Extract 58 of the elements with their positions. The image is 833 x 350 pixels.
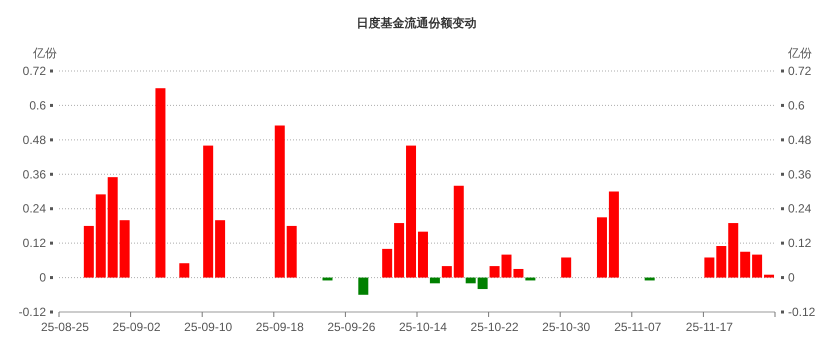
y2-tick-label: 0.48 [788,132,812,147]
bar [561,257,572,278]
y-tick-label: 0.24 [22,202,46,216]
bar [179,263,190,278]
x-tick-label: 25-10-22 [470,320,519,334]
bar [84,226,94,278]
bar [203,146,214,278]
bar [406,146,416,278]
y-tick-label: 0 [39,270,46,285]
bar [382,248,392,278]
bar [430,278,440,284]
x-tick-label: 25-09-10 [184,320,233,334]
y-tick-label: 0.72 [22,64,46,78]
x-tick-label: 25-10-30 [542,320,591,334]
bar [596,217,607,278]
bar [394,223,404,278]
y-tick-label: 0.36 [22,167,46,182]
y-axis-title: 亿份 [32,46,57,60]
bar [155,88,166,278]
x-tick-label: 25-09-18 [256,320,304,334]
bar [215,220,226,278]
y2-tick-label: 0.72 [788,64,812,78]
x-tick-label: 25-09-26 [327,320,376,334]
bar [644,278,655,280]
x-tick-label: 25-08-25 [40,320,90,334]
y-tick-label: 0.48 [22,132,46,147]
x-tick-label: 25-11-17 [686,320,734,334]
y2-tick-label: 0.12 [788,236,812,250]
x-tick-label: 25-10-14 [398,320,448,334]
x-tick-label: 25-11-07 [614,320,662,334]
y2-tick-label: 0.36 [788,167,812,182]
x-tick-label: 25-09-02 [112,320,161,334]
bar [752,254,762,278]
bar [704,257,714,278]
bar [478,278,488,290]
bar [608,192,619,278]
bar [454,186,464,278]
bar [466,278,476,284]
bar [513,268,524,278]
y-tick-label: 0.6 [29,98,46,112]
bar [322,278,332,280]
y2-tick-label: 0.24 [788,202,812,216]
y2-tick-label: -0.12 [788,305,816,319]
bar [418,232,428,278]
y2-axis-title: 亿份 [787,46,812,60]
bar [490,266,500,278]
chart-title: 日度基金流通份额变动 [356,16,476,30]
bar [764,274,774,278]
bar [358,278,368,295]
bar [120,220,130,278]
y2-tick-label: 0 [788,270,795,285]
bar [502,254,512,278]
bar [525,278,536,280]
bar [442,266,452,278]
bar [740,252,750,278]
y-tick-label: 0.12 [22,236,46,250]
y-tick-label: -0.12 [18,305,46,319]
y2-tick-label: 0.6 [788,98,806,112]
